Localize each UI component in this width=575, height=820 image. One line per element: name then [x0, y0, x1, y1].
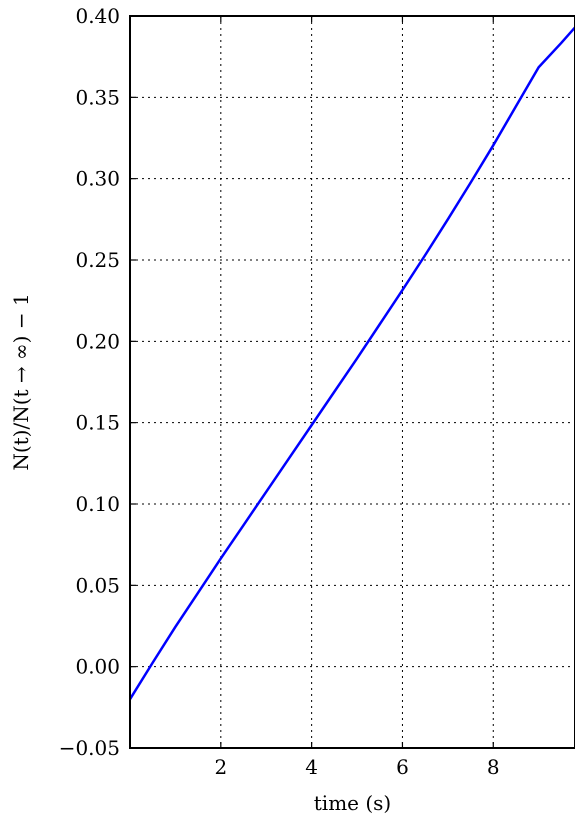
y-tick-label: 0.15: [75, 411, 120, 435]
x-axis-label: time (s): [314, 791, 391, 815]
y-tick-label: 0.00: [75, 655, 120, 679]
x-tick-label: 8: [487, 755, 500, 779]
x-tick-label: 6: [396, 755, 409, 779]
series-layer: [128, 26, 575, 700]
y-tick-label: 0.20: [75, 329, 120, 353]
y-axis-label: N(t)/N(t → ∞) − 1: [9, 293, 33, 470]
plot-frame: [129, 15, 575, 749]
ticks: [130, 15, 494, 749]
series-line: [128, 26, 575, 700]
y-tick-label: 0.30: [75, 167, 120, 191]
x-tick-label: 4: [305, 755, 318, 779]
y-tick-label: 0.25: [75, 248, 120, 272]
y-tick-label: 0.10: [75, 492, 120, 516]
x-tick-label: 2: [214, 755, 227, 779]
tick-labels: 2 4 6 8 −0.05 0.00 0.05 0.10 0.15 0.20 0.25 0.30 0.3…: [59, 4, 500, 779]
y-tick-label: 0.05: [75, 573, 120, 597]
y-tick-label: −0.05: [59, 736, 120, 760]
y-tick-label: 0.35: [75, 85, 120, 109]
grid-lines: [130, 16, 575, 748]
y-tick-label: 0.40: [75, 4, 120, 28]
